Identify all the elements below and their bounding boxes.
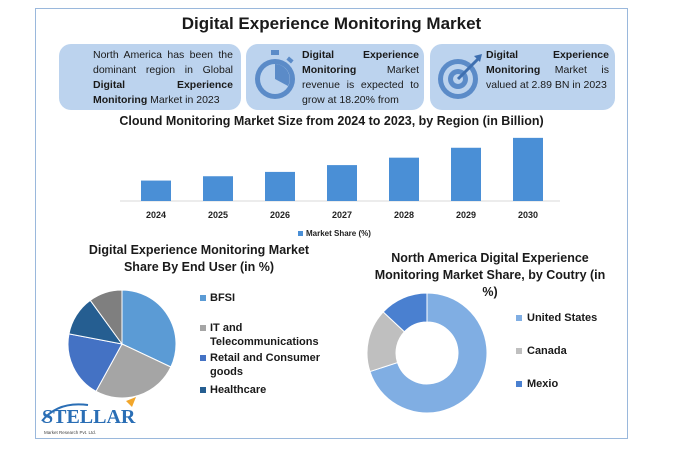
info-card-growth: Digital Experience Monitoring Market rev… <box>246 44 424 110</box>
pie-slice-4 <box>89 289 123 346</box>
donut-legend-label: Mexio <box>527 378 559 390</box>
info-card-text: Digital Experience Monitoring Market rev… <box>302 49 419 106</box>
pie-legend-swatch <box>200 295 206 301</box>
bar-2027 <box>327 165 357 201</box>
donut-legend-swatch <box>516 315 522 321</box>
info-card-text: North America has been the dominant regi… <box>93 49 233 106</box>
pie-legend-label: IT and Telecommunications <box>210 322 319 348</box>
bar-legend-swatch <box>298 231 303 236</box>
info-card-value: Digital Experience Monitoring Market is … <box>430 44 615 110</box>
donut-legend-swatch <box>516 348 522 354</box>
bar-legend-label: Market Share (%) <box>306 229 371 238</box>
bar-2029 <box>451 147 481 201</box>
bar-tick-label: 2024 <box>146 210 166 220</box>
bar-2028 <box>389 157 419 201</box>
bar-2025 <box>203 176 233 201</box>
stellar-logo: STELLAR <box>41 397 136 428</box>
bar-chart-title: Clound Monitoring Market Size from 2024 … <box>119 114 544 128</box>
donut-chart-title: North America Digital Experience Monitor… <box>374 251 606 299</box>
pie-legend-swatch <box>200 355 206 361</box>
svg-text:STELLAR: STELLAR <box>42 406 136 428</box>
logo-subtitle: Market Research Pvt. Ltd. <box>44 430 97 435</box>
donut-slice-2 <box>382 292 428 333</box>
page-title: Digital Experience Monitoring Market <box>181 14 482 33</box>
bar-2026 <box>265 171 295 201</box>
donut-legend-label: Canada <box>527 345 567 357</box>
donut-legend-swatch <box>516 381 522 387</box>
pie-slice-2 <box>67 333 123 393</box>
donut-chart <box>366 292 488 414</box>
pie-legend-label: Retail and Consumer goods <box>210 352 321 378</box>
infographic-frame <box>35 8 628 439</box>
donut-legend-label: United States <box>527 312 598 324</box>
pie-legend-swatch <box>200 325 206 331</box>
pie-legend-label: BFSI <box>210 292 236 304</box>
bar-tick-label: 2030 <box>518 210 538 220</box>
pie-legend-label: Healthcare <box>210 384 267 396</box>
bar-chart: 2024 2025 2026 2027 2028 2029 2030 Market Share… <box>120 137 560 238</box>
bar-tick-label: 2025 <box>208 210 228 220</box>
bar-tick-label: 2027 <box>332 210 352 220</box>
bar-2024 <box>141 180 171 201</box>
bar-tick-label: 2026 <box>270 210 290 220</box>
info-card-region: North America has been the dominant regi… <box>59 44 241 110</box>
bar-tick-label: 2028 <box>394 210 414 220</box>
pie-slice-0 <box>121 289 177 368</box>
donut-slice-0 <box>369 292 488 414</box>
bar-tick-label: 2029 <box>456 210 476 220</box>
pie-chart-title: Digital Experience Monitoring Market Sha… <box>88 243 310 274</box>
pie-chart <box>67 289 177 399</box>
target-icon <box>438 54 482 99</box>
pie-legend-swatch <box>200 387 206 393</box>
stopwatch-icon <box>255 50 295 99</box>
bar-2030 <box>513 137 543 201</box>
info-card-text: Digital Experience Monitoring Market is … <box>486 49 609 91</box>
